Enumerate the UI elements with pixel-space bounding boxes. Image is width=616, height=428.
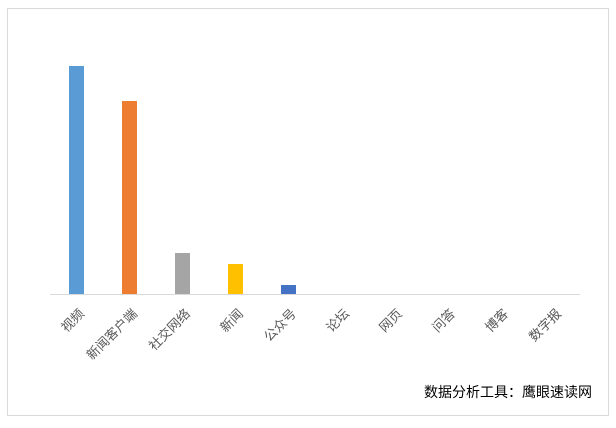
bar — [122, 101, 137, 294]
bar — [175, 253, 190, 294]
bar — [228, 264, 243, 294]
bar — [69, 66, 84, 294]
bar — [281, 285, 296, 294]
annotation: 数据分析工具：鹰眼速读网 — [424, 384, 592, 401]
chart-frame — [7, 8, 609, 416]
